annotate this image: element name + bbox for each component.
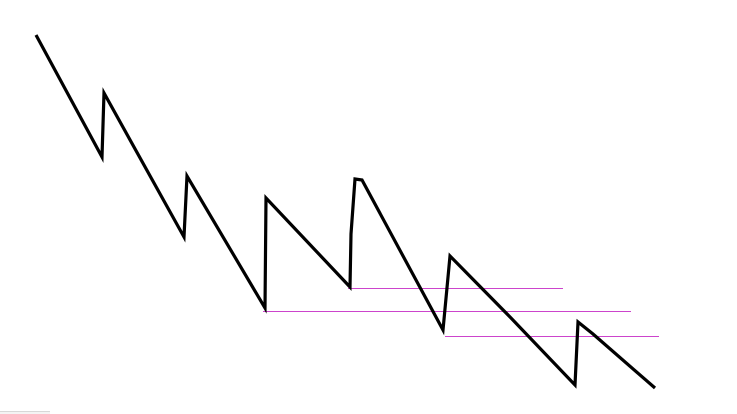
levels-group xyxy=(263,288,659,337)
corner-mark xyxy=(0,411,50,414)
price-series-line-1 xyxy=(34,34,657,390)
series-group xyxy=(34,34,657,390)
